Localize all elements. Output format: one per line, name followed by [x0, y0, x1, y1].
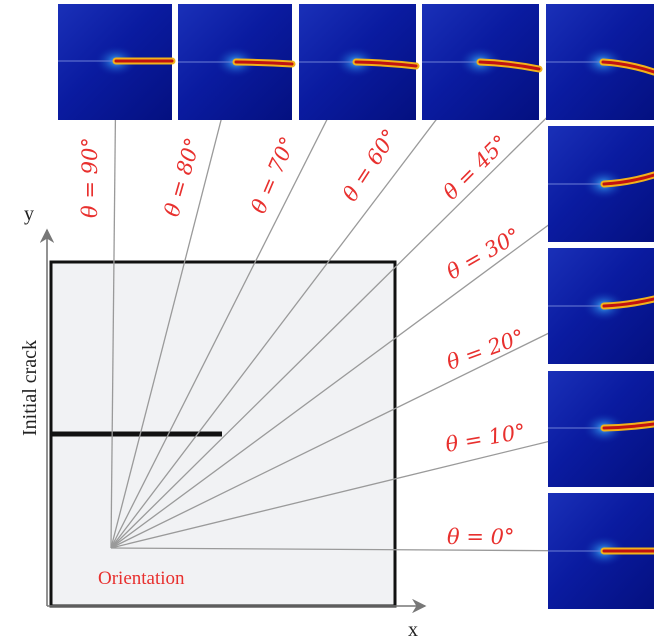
angle-label-10: θ = 10° [444, 419, 528, 457]
angle-label-60: θ = 60° [338, 125, 402, 206]
ray-60 [110, 61, 481, 549]
x-axis-label: x [408, 619, 418, 641]
orientation-rays [110, 60, 605, 552]
y-axis-label: y [24, 203, 34, 225]
ray-10 [110, 427, 605, 549]
result-panel-20 [548, 248, 654, 364]
result-panel-80 [178, 4, 296, 120]
crack-path [602, 422, 654, 430]
result-panel-0 [548, 493, 654, 609]
ray-45 [110, 61, 604, 549]
crack-path [478, 60, 541, 71]
result-panel-30 [548, 126, 654, 242]
angle-label-45: θ = 45° [439, 130, 513, 204]
result-panel-45 [546, 4, 654, 120]
ray-90 [110, 60, 117, 549]
result-panel-90 [58, 4, 176, 120]
result-panel-10 [548, 371, 654, 487]
ray-20 [110, 305, 605, 549]
crack-path [601, 60, 654, 74]
crack-path [602, 297, 654, 308]
ray-80 [110, 61, 237, 549]
ray-70 [110, 61, 357, 549]
ray-30 [110, 183, 605, 549]
crack-path [354, 60, 418, 68]
result-panels [58, 4, 654, 609]
result-panel-60 [422, 4, 543, 120]
orientation-label: Orientation [98, 568, 185, 589]
ray-0 [110, 547, 605, 552]
angle-label-70: θ = 70° [247, 133, 301, 217]
result-panel-70 [299, 4, 420, 120]
angle-label-30: θ = 30° [443, 223, 525, 284]
initial-crack-label: Initial crack [19, 340, 41, 436]
crack-path [234, 60, 294, 66]
angle-label-0: θ = 0° [447, 525, 514, 549]
angle-label-20: θ = 20° [444, 325, 528, 375]
angle-label-90: θ = 90° [78, 137, 102, 218]
crack-path [602, 173, 654, 186]
